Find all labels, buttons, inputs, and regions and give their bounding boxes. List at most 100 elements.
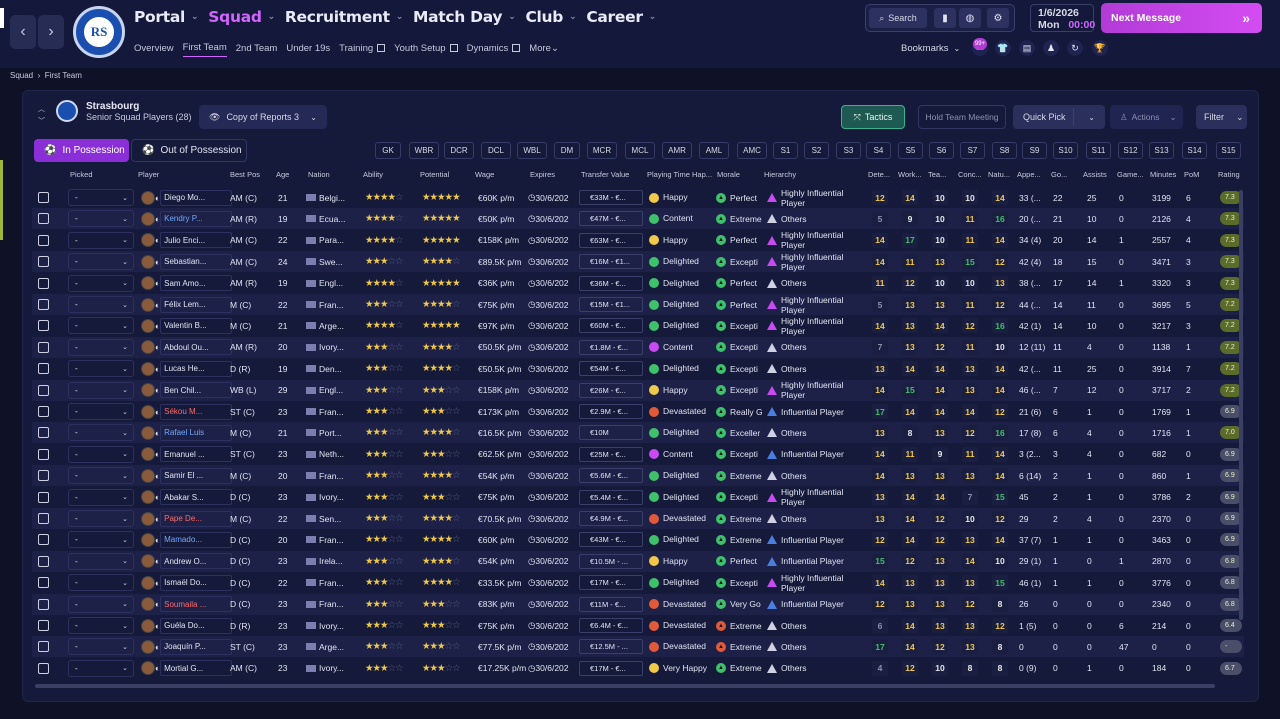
- transfer-value[interactable]: €6.4M - €...: [579, 618, 643, 633]
- column-header-15[interactable]: Tea...: [928, 170, 947, 179]
- picked-select[interactable]: - ⌄: [68, 445, 134, 463]
- checkbox-cell[interactable]: [38, 551, 52, 572]
- nav-recruitment[interactable]: Recruitment ⌄: [285, 8, 403, 26]
- checkbox-cell[interactable]: [38, 380, 52, 401]
- info-icon[interactable]: ◐: [155, 534, 161, 545]
- table-row[interactable]: - ⌄ ◐ Soumaila ... D (C) 23 Fran... ★★★☆☆ ★★★☆…: [32, 593, 1244, 615]
- transfer-value[interactable]: €5.4M - €...: [579, 489, 643, 505]
- hold-meeting-button[interactable]: Hold Team Meeting: [918, 105, 1006, 129]
- table-row[interactable]: - ⌄ ◐ Joaquín P... ST (C) 23 Arge... ★★★☆☆ ★★★…: [32, 636, 1244, 658]
- transfer-value-cell[interactable]: €26M - €...: [579, 380, 645, 401]
- position-chip-s5[interactable]: S5: [898, 142, 923, 159]
- subnav-under-19s[interactable]: Under 19s: [286, 42, 330, 57]
- picked-select[interactable]: - ⌄: [68, 617, 134, 634]
- tab-in-possession[interactable]: ⚽ In Possession: [34, 139, 129, 162]
- table-row[interactable]: - ⌄ ◐ Julio Enci... AM (C) 22 Para... ★★★★☆ ★★…: [32, 230, 1244, 251]
- checkbox[interactable]: [38, 448, 49, 460]
- transfer-value[interactable]: €5.6M - €...: [579, 468, 643, 484]
- next-message-button[interactable]: Next Message »: [1101, 3, 1262, 33]
- player-cell[interactable]: ◐ Ismaël Do...: [141, 572, 241, 593]
- column-header-14[interactable]: Work...: [898, 170, 922, 179]
- info-icon[interactable]: ◐: [155, 342, 161, 353]
- table-row[interactable]: - ⌄ ◐ Rafael Luis M (C) 21 Port... ★★★☆☆ ★★★★☆…: [32, 422, 1244, 444]
- forward-button[interactable]: ›: [38, 15, 64, 49]
- column-header-8[interactable]: Expires: [530, 170, 556, 179]
- transfer-value-cell[interactable]: €10M: [579, 422, 645, 443]
- checkbox-cell[interactable]: [38, 465, 52, 486]
- transfer-value[interactable]: €4.9M - €...: [579, 511, 643, 526]
- picked-select[interactable]: - ⌄: [68, 659, 134, 677]
- position-chip-s2[interactable]: S2: [804, 142, 829, 159]
- info-icon[interactable]: ◐: [155, 577, 161, 588]
- column-header-16[interactable]: Conc...: [958, 170, 982, 179]
- player-cell[interactable]: ◐ Rafael Luis: [141, 422, 241, 443]
- checkbox-cell[interactable]: [38, 208, 52, 229]
- table-row[interactable]: - ⌄ ◐ Lucas He... D (R) 19 Den... ★★★☆☆ ★★★★☆ €…: [32, 358, 1244, 379]
- column-header-23[interactable]: PoM: [1184, 170, 1200, 179]
- position-chip-gk[interactable]: GK: [375, 142, 401, 159]
- player-cell[interactable]: ◐ Andrew O...: [141, 551, 241, 572]
- position-chip-wbl[interactable]: WBL: [517, 142, 547, 159]
- transfer-value[interactable]: €26M - €...: [579, 382, 643, 398]
- document-icon[interactable]: ▤: [1019, 40, 1035, 56]
- info-icon[interactable]: ◐: [155, 641, 161, 652]
- checkbox-cell[interactable]: [38, 615, 52, 636]
- info-icon[interactable]: ◐: [155, 385, 161, 396]
- column-header-17[interactable]: Natu...: [988, 170, 1011, 179]
- checkbox-cell[interactable]: [38, 251, 52, 272]
- column-header-21[interactable]: Game...: [1117, 170, 1144, 179]
- transfer-value-cell[interactable]: €1.8M - €...: [579, 337, 645, 358]
- table-row[interactable]: - ⌄ ◐ Valentin B... M (C) 21 Arge... ★★★★☆ ★★★…: [32, 315, 1244, 336]
- player-name[interactable]: Kendry P...: [160, 210, 233, 227]
- position-chip-wbr[interactable]: WBR: [409, 142, 439, 159]
- checkbox[interactable]: [38, 662, 49, 674]
- player-cell[interactable]: ◐ Mamado...: [141, 529, 241, 550]
- info-icon[interactable]: ◐: [155, 278, 161, 289]
- picked-cell[interactable]: - ⌄: [68, 615, 136, 636]
- position-chip-s4[interactable]: S4: [866, 142, 891, 159]
- info-icon[interactable]: ◐: [155, 449, 161, 460]
- picked-cell[interactable]: - ⌄: [68, 358, 136, 379]
- player-name[interactable]: Emanuel ...: [160, 446, 233, 463]
- picked-select[interactable]: - ⌄: [68, 424, 134, 442]
- picked-cell[interactable]: - ⌄: [68, 487, 136, 508]
- player-name[interactable]: Lucas He...: [160, 360, 233, 377]
- checkbox-cell[interactable]: [38, 487, 52, 508]
- transfer-value[interactable]: €2.9M - €...: [579, 404, 643, 419]
- club-crest[interactable]: RS: [73, 6, 125, 58]
- player-name[interactable]: Andrew O...: [160, 553, 233, 570]
- info-icon[interactable]: ◐: [155, 256, 161, 267]
- checkbox[interactable]: [38, 192, 49, 203]
- picked-select[interactable]: - ⌄: [68, 210, 134, 228]
- picked-select[interactable]: - ⌄: [68, 488, 134, 506]
- table-row[interactable]: - ⌄ ◐ Sékou M... ST (C) 23 Fran... ★★★☆☆ ★★★☆☆…: [32, 401, 1244, 422]
- picked-cell[interactable]: - ⌄: [68, 230, 136, 251]
- picked-select[interactable]: - ⌄: [68, 253, 134, 271]
- info-icon[interactable]: ◐: [155, 620, 161, 631]
- transfer-value[interactable]: €25M - €...: [579, 446, 643, 462]
- picked-select[interactable]: - ⌄: [68, 274, 134, 292]
- column-header-24[interactable]: Rating: [1218, 170, 1240, 179]
- player-cell[interactable]: ◐ Valentin B...: [141, 315, 241, 336]
- checkbox[interactable]: [38, 320, 49, 332]
- table-row[interactable]: - ⌄ ◐ Pape De... M (C) 22 Sen... ★★★☆☆ ★★★★☆ €7…: [32, 508, 1244, 529]
- subnav-dynamics[interactable]: Dynamics: [467, 42, 521, 57]
- position-chip-aml[interactable]: AML: [699, 142, 729, 159]
- picked-select[interactable]: - ⌄: [68, 189, 134, 206]
- picked-cell[interactable]: - ⌄: [68, 315, 136, 336]
- picked-cell[interactable]: - ⌄: [68, 273, 136, 294]
- checkbox[interactable]: [38, 363, 49, 375]
- player-cell[interactable]: ◐ Pape De...: [141, 508, 241, 529]
- transfer-value[interactable]: €10.5M - ...: [579, 553, 643, 569]
- checkbox-cell[interactable]: [38, 273, 52, 294]
- table-row[interactable]: - ⌄ ◐ Emanuel ... ST (C) 23 Neth... ★★★☆☆ ★★★☆…: [32, 444, 1244, 465]
- position-chip-s1[interactable]: S1: [773, 142, 798, 159]
- table-row[interactable]: - ⌄ ◐ Félix Lem... M (C) 22 Fran... ★★★☆☆ ★★★★…: [32, 294, 1244, 315]
- info-icon[interactable]: ◐: [155, 406, 161, 417]
- player-name[interactable]: Ismaël Do...: [160, 574, 233, 591]
- column-header-18[interactable]: Appe...: [1017, 170, 1041, 179]
- checkbox-cell[interactable]: [38, 658, 52, 679]
- column-header-19[interactable]: Go...: [1051, 170, 1068, 179]
- info-icon[interactable]: ◐: [155, 663, 161, 674]
- checkbox[interactable]: [38, 491, 49, 503]
